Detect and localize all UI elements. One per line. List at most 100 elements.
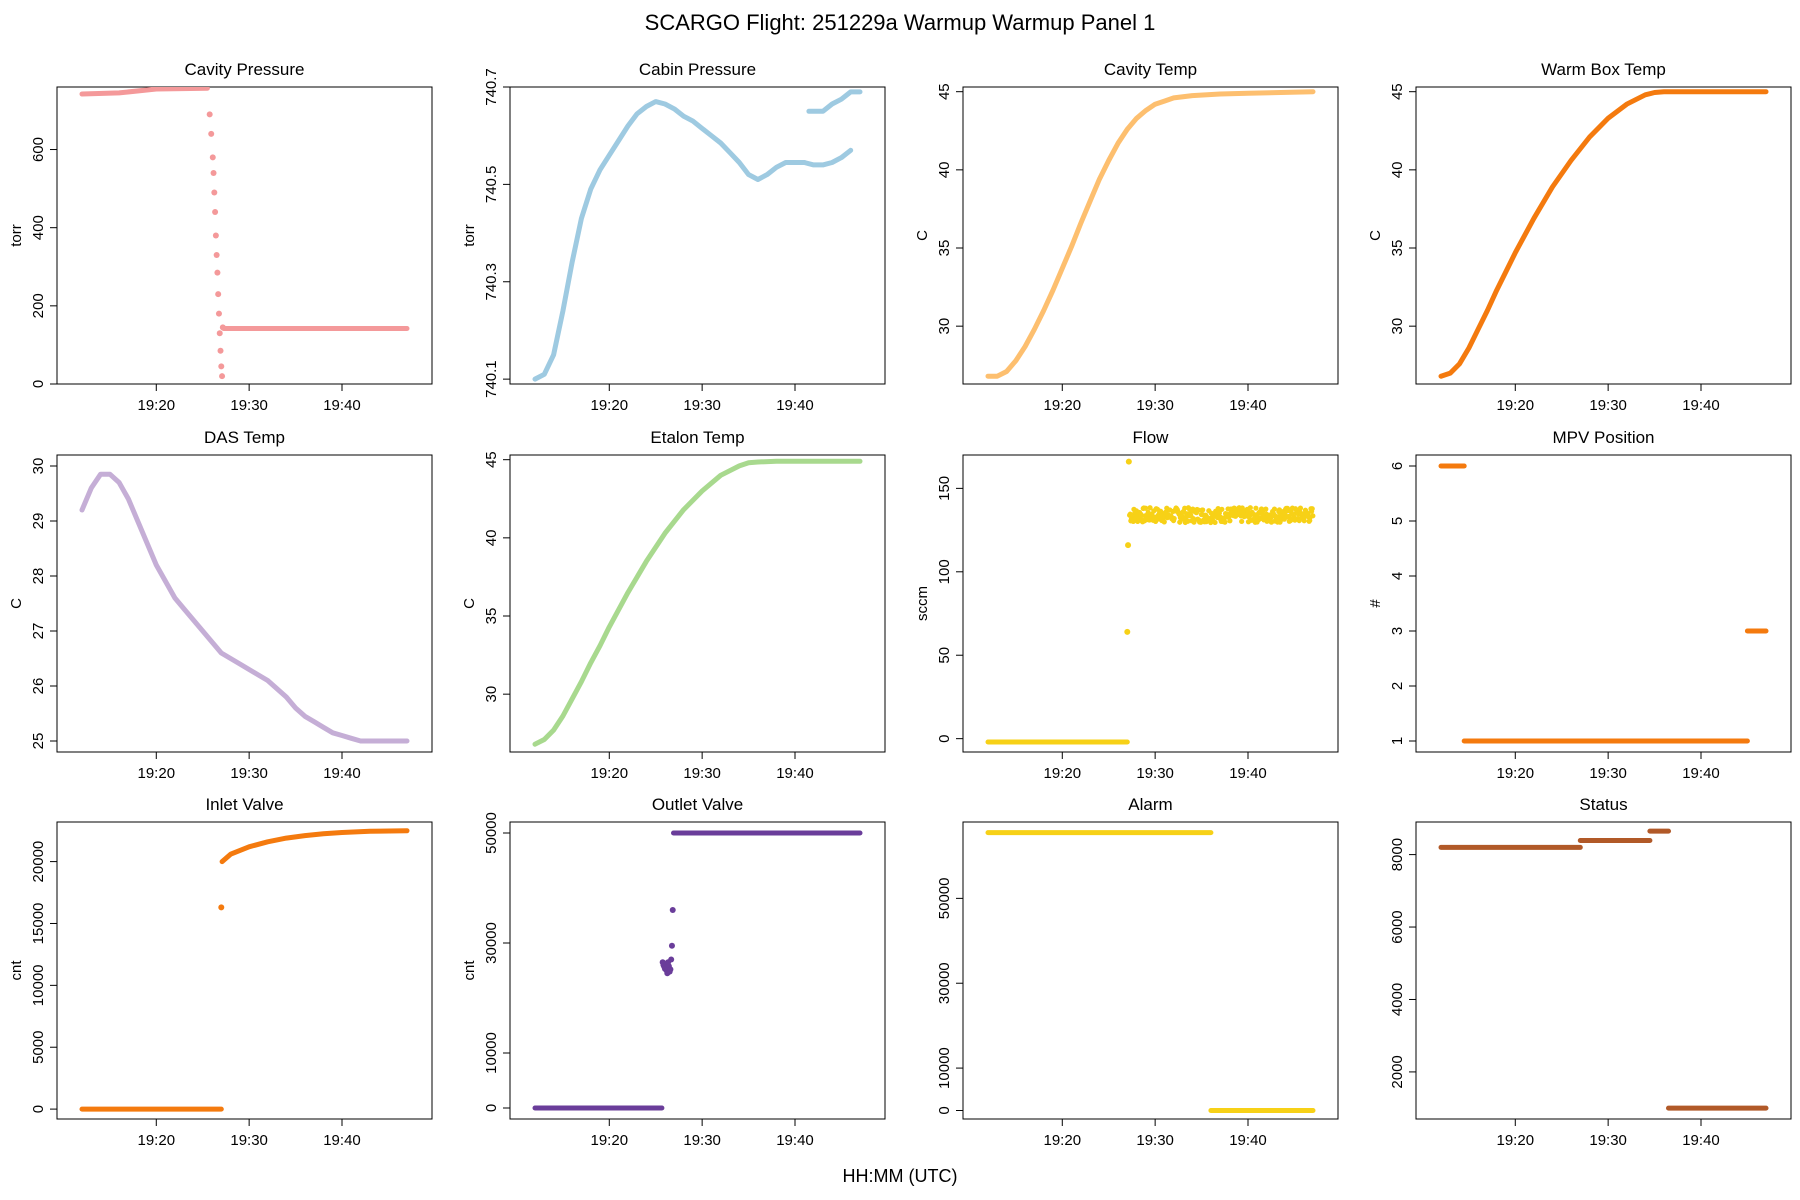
x-tick-label: 19:30	[1136, 397, 1174, 414]
x-tick-label: 19:30	[230, 1132, 268, 1149]
data-point	[1227, 518, 1233, 524]
panel-title: Alarm	[1128, 795, 1172, 814]
data-point	[1219, 506, 1225, 512]
data-point	[1216, 510, 1222, 516]
data-point	[217, 347, 224, 354]
y-tick-label: 10000	[30, 964, 47, 1006]
x-tick-label: 19:20	[1497, 397, 1535, 414]
y-tick-label: 740.7	[483, 68, 500, 106]
y-tick-label: 4000	[1389, 983, 1406, 1016]
data-point	[1212, 519, 1218, 526]
x-tick-label: 19:30	[683, 1132, 721, 1149]
data-point	[1239, 518, 1245, 525]
y-axis-label: C	[914, 230, 931, 241]
panel-title: Status	[1579, 795, 1627, 814]
plot-group: Cavity Temp 19:20 19:30 19:40 30 35 40 45 C	[914, 60, 1339, 414]
y-tick-label: 600	[30, 137, 47, 162]
y-axis-label: torr	[461, 224, 478, 247]
y-tick-label: 6000	[1389, 910, 1406, 943]
data-point	[1253, 505, 1259, 511]
x-tick-label: 19:40	[323, 1132, 361, 1149]
data-layer	[79, 828, 410, 1112]
panel-cavity-pressure: Cavity Pressure 19:20 19:30 19:40 0 200 400 600…	[8, 60, 433, 414]
data-point	[1195, 507, 1201, 513]
panel-title: Cavity Temp	[1104, 60, 1197, 79]
x-tick-label: 19:40	[1229, 765, 1267, 782]
y-tick-label: 2	[1389, 682, 1406, 690]
data-point	[667, 966, 674, 973]
x-tick-label: 19:40	[1682, 765, 1720, 782]
panel-cabin-pressure: Cabin Pressure 19:20 19:30 19:40 740.1 740.3 7…	[461, 60, 886, 414]
plot-frame	[962, 821, 1339, 1120]
y-tick-label: 10000	[936, 1047, 953, 1089]
x-tick-label: 19:40	[1682, 397, 1720, 414]
x-tick-label: 19:20	[138, 1132, 176, 1149]
panel-title: Cabin Pressure	[639, 60, 756, 79]
x-axis-title: HH:MM (UTC)	[842, 1166, 958, 1186]
x-tick-label: 19:20	[138, 397, 176, 414]
data-layer	[985, 89, 1316, 379]
y-tick-label: 0	[30, 380, 47, 388]
data-point	[1222, 519, 1228, 525]
y-tick-label: 35	[483, 608, 500, 625]
y-tick-label: 10000	[483, 1032, 500, 1074]
data-point	[218, 363, 225, 370]
y-tick-label: 35	[936, 240, 953, 257]
data-layer	[79, 471, 410, 744]
y-tick-label: 40	[483, 530, 500, 547]
y-tick-label: 0	[483, 1104, 500, 1112]
x-tick-label: 19:30	[1136, 1132, 1174, 1149]
data-point	[215, 310, 222, 317]
plot-frame	[1415, 821, 1792, 1120]
panel-outlet-valve: Outlet Valve 19:20 19:30 19:40 0 10000 30000 50…	[461, 795, 886, 1149]
data-point	[212, 209, 219, 216]
y-tick-label: 27	[30, 623, 47, 640]
y-axis-label: C	[8, 598, 25, 609]
y-tick-label: 45	[1389, 83, 1406, 100]
x-tick-label: 19:40	[323, 397, 361, 414]
panel-title: Warm Box Temp	[1541, 60, 1666, 79]
x-tick-label: 19:40	[1229, 397, 1267, 414]
data-point	[1310, 513, 1316, 519]
y-tick-label: 0	[936, 1106, 953, 1114]
y-tick-label: 15000	[30, 903, 47, 945]
y-tick-label: 50000	[936, 878, 953, 920]
y-tick-label: 28	[30, 568, 47, 585]
panel-title: Cavity Pressure	[185, 60, 305, 79]
data-point	[1301, 518, 1307, 524]
y-tick-label: 26	[30, 678, 47, 695]
panel-title: DAS Temp	[204, 428, 285, 447]
y-tick-label: 20000	[30, 841, 47, 883]
series-line	[532, 458, 863, 747]
data-point	[216, 330, 223, 337]
panel-etalon-temp: Etalon Temp 19:20 19:30 19:40 30 35 40 45 C	[461, 428, 886, 782]
plot-group: Outlet Valve 19:20 19:30 19:40 0 10000 30000 50…	[461, 795, 886, 1149]
y-axis-label: C	[1367, 230, 1384, 241]
y-tick-label: 400	[30, 215, 47, 240]
figure-title: SCARGO Flight: 251229a Warmup Warmup Pan…	[644, 10, 1156, 35]
panel-flow: Flow 19:20 19:30 19:40 0 50 100 150 sccm	[914, 428, 1339, 782]
panel-cavity-temp: Cavity Temp 19:20 19:30 19:40 30 35 40 45 C	[914, 60, 1339, 414]
data-point	[1247, 505, 1253, 511]
plot-group: Flow 19:20 19:30 19:40 0 50 100 150 sccm	[914, 428, 1339, 782]
x-tick-label: 19:20	[1044, 765, 1082, 782]
plot-group: Inlet Valve 19:20 19:30 19:40 0 5000 10000 1500…	[8, 795, 433, 1149]
data-point	[1125, 542, 1132, 549]
data-point	[218, 904, 225, 911]
y-axis-label: cnt	[8, 960, 25, 981]
x-tick-label: 19:20	[138, 765, 176, 782]
data-point	[214, 269, 221, 276]
panel-inlet-valve: Inlet Valve 19:20 19:30 19:40 0 5000 10000 1500…	[8, 795, 433, 1149]
series-line	[985, 89, 1316, 379]
data-layer	[532, 830, 863, 1111]
x-tick-label: 19:30	[230, 397, 268, 414]
y-tick-label: 30	[1389, 318, 1406, 335]
plot-group: DAS Temp 19:20 19:30 19:40 25 26 27 28 29 30 C	[8, 428, 433, 782]
plot-frame	[962, 86, 1339, 385]
data-point	[1297, 505, 1304, 511]
series-line	[79, 471, 410, 744]
panel-status: Status 19:20 19:30 19:40 2000 4000 6000 8000	[1389, 795, 1792, 1149]
panel-alarm: Alarm 19:20 19:30 19:40 0 10000 30000 50000	[936, 795, 1339, 1149]
data-point	[206, 111, 213, 118]
data-point	[1309, 506, 1315, 512]
